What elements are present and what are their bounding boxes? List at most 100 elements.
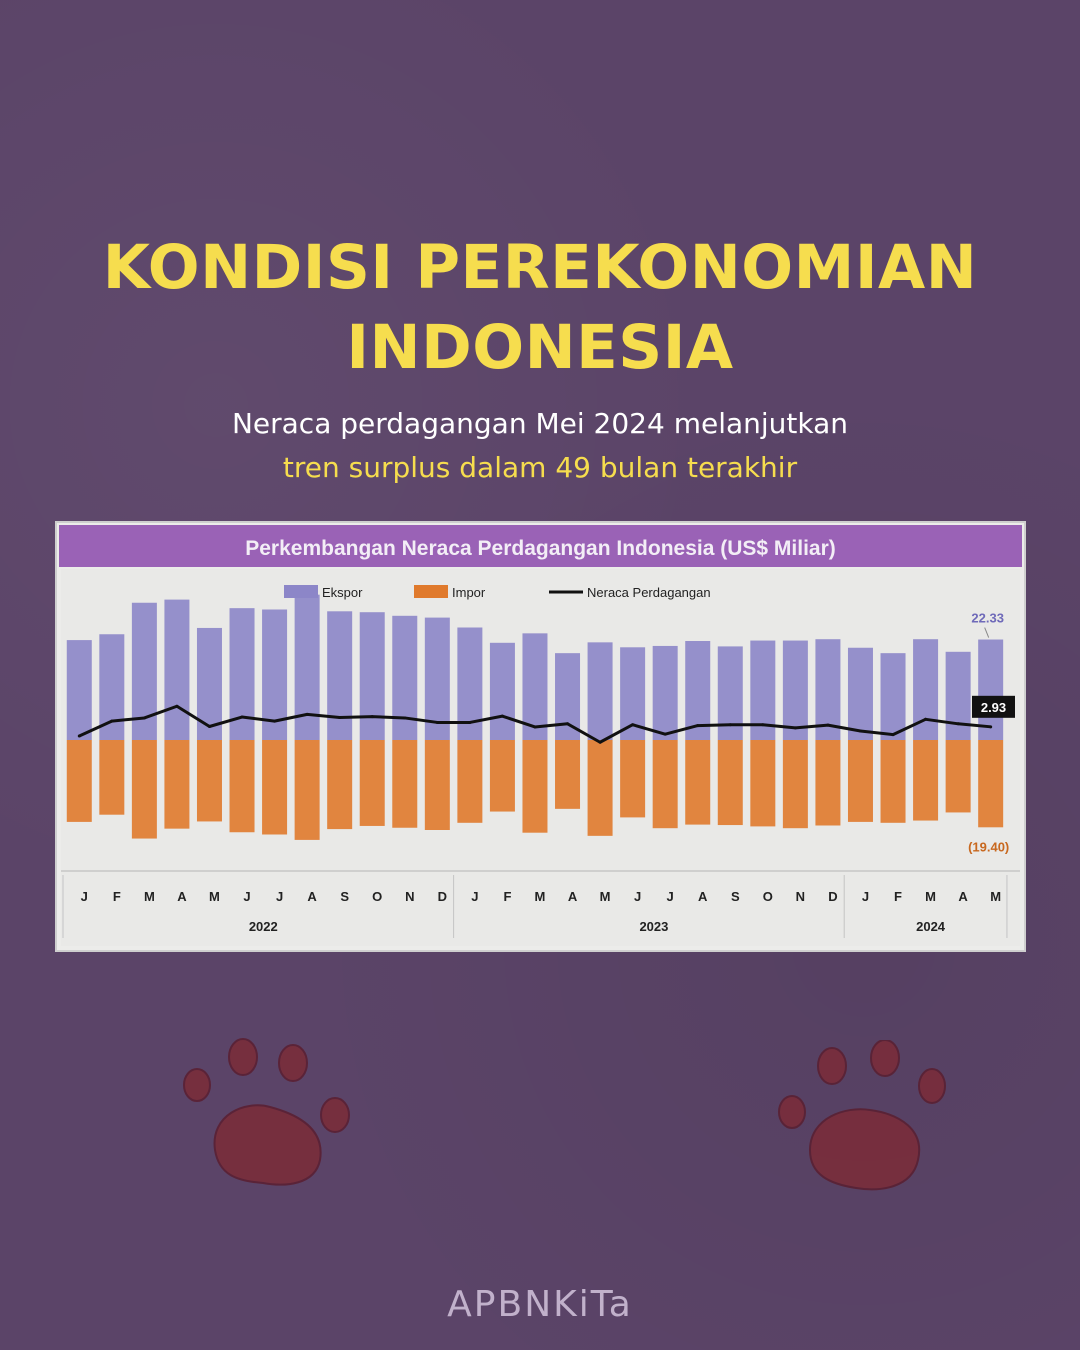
bar-impor bbox=[847, 740, 873, 822]
point-neraca bbox=[77, 734, 81, 738]
point-neraca bbox=[468, 720, 472, 724]
chart-header-band bbox=[59, 525, 1022, 567]
chart-svg: Perkembangan Neraca Perdagangan Indonesi… bbox=[59, 525, 1022, 946]
bar-impor bbox=[587, 740, 613, 836]
subtitle-line-2: tren surplus dalam 49 bulan terakhir bbox=[282, 451, 798, 484]
x-tick-month: O bbox=[763, 889, 773, 904]
bar-ekspor bbox=[489, 642, 515, 740]
bar-ekspor bbox=[424, 617, 450, 740]
bar-impor bbox=[815, 740, 841, 826]
point-neraca bbox=[110, 719, 114, 723]
bar-impor bbox=[555, 740, 581, 809]
point-neraca bbox=[403, 716, 407, 720]
x-tick-month: A bbox=[698, 889, 708, 904]
x-tick-month: M bbox=[209, 889, 220, 904]
x-tick-month: N bbox=[796, 889, 805, 904]
point-neraca bbox=[240, 715, 244, 719]
legend-ekspor-label: Ekspor bbox=[322, 585, 363, 600]
bar-impor bbox=[913, 740, 939, 821]
bar-impor bbox=[196, 740, 222, 822]
x-tick-month: A bbox=[568, 889, 578, 904]
bar-impor bbox=[66, 740, 92, 822]
x-tick-month: D bbox=[828, 889, 837, 904]
bar-ekspor bbox=[880, 653, 906, 740]
x-tick-month: J bbox=[862, 889, 869, 904]
x-tick-month: N bbox=[405, 889, 414, 904]
bar-ekspor bbox=[847, 647, 873, 740]
bar-impor bbox=[782, 740, 808, 829]
point-neraca bbox=[273, 719, 277, 723]
bar-impor bbox=[522, 740, 548, 833]
x-tick-month: F bbox=[113, 889, 121, 904]
bar-ekspor bbox=[66, 640, 92, 740]
bar-impor bbox=[164, 740, 190, 829]
bar-ekspor bbox=[652, 645, 678, 740]
title-line-1: KONDISI PEREKONOMIAN bbox=[102, 232, 978, 303]
x-tick-month: A bbox=[958, 889, 968, 904]
x-tick-month: A bbox=[307, 889, 317, 904]
label-ekspor-leader bbox=[984, 627, 990, 638]
bar-impor bbox=[327, 740, 353, 830]
page-title: KONDISI PEREKONOMIAN INDONESIA bbox=[0, 228, 1080, 388]
point-neraca bbox=[142, 716, 146, 720]
x-tick-month: A bbox=[177, 889, 187, 904]
x-tick-year: 2023 bbox=[639, 919, 668, 934]
bar-impor bbox=[392, 740, 418, 828]
x-tick-month: S bbox=[340, 889, 349, 904]
brand-logo: APBNKiTa bbox=[447, 1284, 633, 1325]
point-neraca bbox=[338, 716, 342, 719]
point-neraca bbox=[207, 725, 211, 728]
subtitle-line-1: Neraca perdagangan Mei 2024 melanjutkan bbox=[231, 407, 849, 440]
point-neraca bbox=[598, 740, 602, 744]
point-neraca bbox=[761, 723, 765, 727]
point-neraca bbox=[826, 723, 830, 727]
x-tick-month: F bbox=[503, 889, 511, 904]
bar-ekspor bbox=[555, 653, 581, 740]
paw-print-left-icon bbox=[183, 1038, 350, 1186]
bar-ekspor bbox=[782, 640, 808, 740]
bar-impor bbox=[131, 740, 157, 839]
bar-impor bbox=[229, 740, 255, 833]
label-neraca-box bbox=[972, 695, 1015, 718]
bar-impor bbox=[424, 740, 450, 830]
x-tick-month: M bbox=[925, 889, 936, 904]
bar-impor bbox=[99, 740, 125, 815]
point-neraca bbox=[891, 733, 895, 737]
legend-impor-swatch bbox=[414, 585, 448, 598]
page-subtitle: Neraca perdagangan Mei 2024 melanjutkan … bbox=[0, 402, 1080, 490]
label-ekspor-last: 22.33 bbox=[971, 611, 1004, 626]
x-tick-year: 2024 bbox=[916, 919, 946, 934]
x-tick-month: M bbox=[144, 889, 155, 904]
point-neraca bbox=[924, 717, 928, 721]
bar-ekspor bbox=[164, 599, 190, 740]
point-neraca bbox=[696, 724, 700, 728]
bar-impor bbox=[978, 740, 1004, 828]
bar-ekspor bbox=[294, 594, 320, 740]
chart-title: Perkembangan Neraca Perdagangan Indonesi… bbox=[245, 537, 836, 560]
bar-impor bbox=[652, 740, 678, 829]
point-neraca bbox=[566, 722, 570, 726]
x-tick-month: F bbox=[894, 889, 902, 904]
bar-impor bbox=[685, 740, 711, 825]
x-tick-month: J bbox=[471, 889, 478, 904]
point-neraca bbox=[500, 714, 504, 718]
x-tick-month: J bbox=[276, 889, 283, 904]
legend-impor-label: Impor bbox=[452, 585, 486, 600]
point-neraca bbox=[663, 732, 667, 736]
x-tick-month: D bbox=[438, 889, 447, 904]
bar-ekspor bbox=[392, 615, 418, 740]
bar-ekspor bbox=[685, 641, 711, 740]
x-tick-year: 2022 bbox=[249, 919, 278, 934]
bar-impor bbox=[359, 740, 385, 826]
point-neraca bbox=[175, 704, 179, 708]
point-neraca bbox=[956, 722, 960, 726]
label-neraca-last: 2.93 bbox=[981, 700, 1006, 715]
x-tick-month: J bbox=[634, 889, 641, 904]
x-tick-month: M bbox=[990, 889, 1001, 904]
point-neraca bbox=[305, 712, 309, 716]
bar-ekspor bbox=[359, 612, 385, 740]
trade-balance-chart: Perkembangan Neraca Perdagangan Indonesi… bbox=[55, 521, 1026, 952]
x-tick-month: M bbox=[600, 889, 611, 904]
bar-ekspor bbox=[978, 639, 1004, 740]
point-neraca bbox=[793, 726, 797, 730]
